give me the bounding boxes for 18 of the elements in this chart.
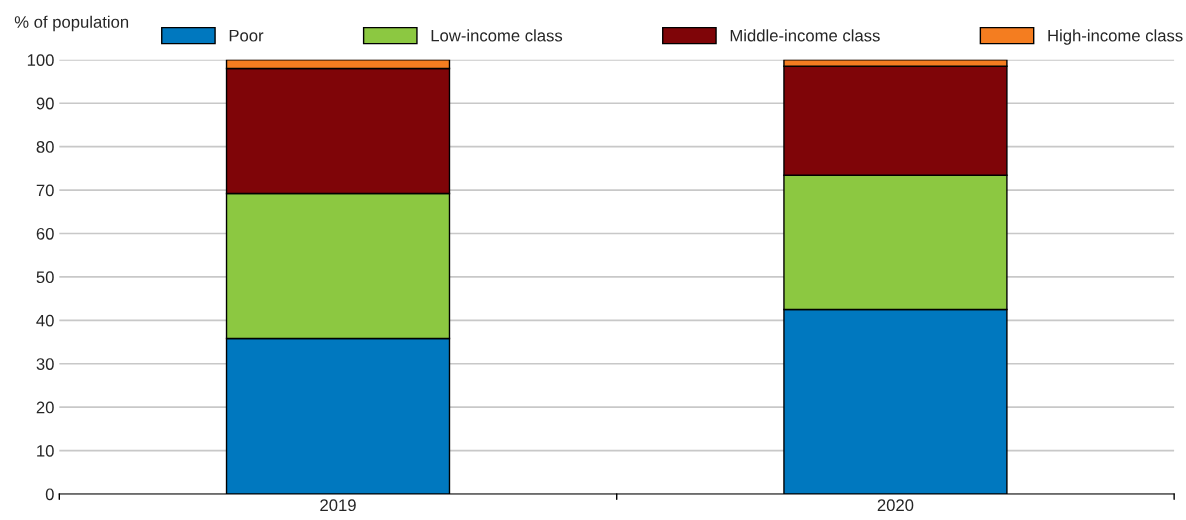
legend-label: Poor bbox=[229, 29, 264, 42]
y-tick-label: 90 bbox=[36, 97, 54, 110]
y-tick-label: 0 bbox=[45, 488, 54, 501]
y-tick-label: 60 bbox=[36, 227, 54, 240]
y-tick-label: 10 bbox=[37, 444, 54, 457]
y-tick-label: 40 bbox=[36, 314, 54, 327]
x-tick-label: 2019 bbox=[320, 499, 356, 512]
y-tick-label: 20 bbox=[36, 401, 54, 414]
x-tick-label: 2020 bbox=[877, 499, 914, 512]
legend-label: High-income class bbox=[1048, 29, 1183, 45]
legend-label: Middle-income class bbox=[730, 29, 880, 42]
y-tick-label: 80 bbox=[36, 141, 54, 153]
y-tick-label: 100 bbox=[27, 54, 54, 66]
y-tick-label: 30 bbox=[36, 358, 54, 370]
y-tick-label: 50 bbox=[36, 271, 54, 284]
legend-label: Low-income class bbox=[431, 29, 563, 42]
y-tick-label: 70 bbox=[36, 184, 54, 197]
y-axis-title: % of population bbox=[14, 15, 129, 32]
